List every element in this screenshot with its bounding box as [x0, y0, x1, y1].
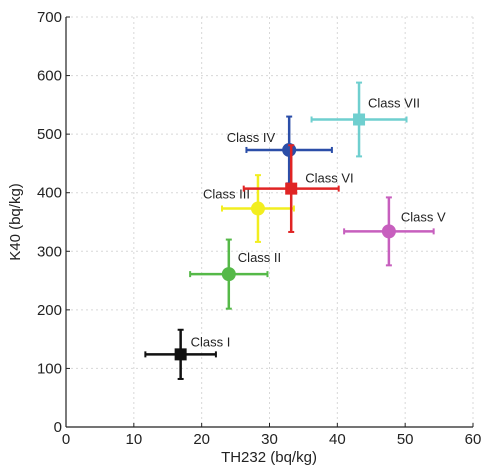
point-label: Class VI — [305, 171, 353, 186]
point-label: Class VII — [368, 96, 420, 111]
y-tick-label: 300 — [37, 243, 62, 260]
x-tick-label: 0 — [62, 431, 70, 448]
data-point-marker — [285, 182, 298, 195]
series-class-vi: Class VI — [242, 144, 354, 233]
point-label: Class I — [191, 334, 231, 349]
x-axis-label: TH232 (bq/kg) — [221, 449, 317, 466]
series-class-iv: Class IV — [227, 115, 333, 185]
data-point-marker — [250, 201, 265, 216]
y-tick-label: 0 — [54, 419, 62, 436]
data-point-marker — [381, 224, 396, 239]
data-point-marker — [282, 142, 297, 157]
y-tick-label: 200 — [37, 302, 62, 319]
series-class-i: Class I — [144, 328, 231, 380]
x-ticks: 0 10 20 30 40 50 60 — [62, 423, 482, 448]
data-series: Class I Class II Class III Class IV Class V C… — [144, 81, 446, 380]
y-tick-label: 500 — [37, 126, 62, 143]
data-point-marker — [174, 348, 187, 361]
point-label: Class III — [203, 187, 250, 202]
y-axis-label: K40 (bq/kg) — [7, 183, 24, 261]
point-label: Class V — [401, 209, 446, 224]
data-point-marker — [353, 113, 366, 126]
series-class-iii: Class III — [203, 174, 295, 243]
y-tick-label: 400 — [37, 185, 62, 202]
point-label: Class IV — [227, 130, 276, 145]
data-point-marker — [221, 267, 236, 282]
point-label: Class II — [238, 250, 281, 265]
x-tick-label: 30 — [261, 431, 278, 448]
series-class-vii: Class VII — [310, 81, 420, 158]
y-tick-label: 100 — [37, 360, 62, 377]
y-tick-label: 600 — [37, 68, 62, 85]
x-tick-label: 60 — [465, 431, 482, 448]
grid-lines — [66, 16, 474, 427]
x-tick-label: 50 — [397, 431, 414, 448]
y-tick-label: 700 — [37, 9, 62, 26]
x-tick-label: 20 — [193, 431, 210, 448]
y-ticks: 0 100 200 300 400 500 600 700 — [37, 9, 70, 436]
x-tick-label: 40 — [329, 431, 346, 448]
series-class-ii: Class II — [189, 238, 281, 310]
x-tick-label: 10 — [125, 431, 142, 448]
series-class-v: Class V — [343, 196, 446, 267]
